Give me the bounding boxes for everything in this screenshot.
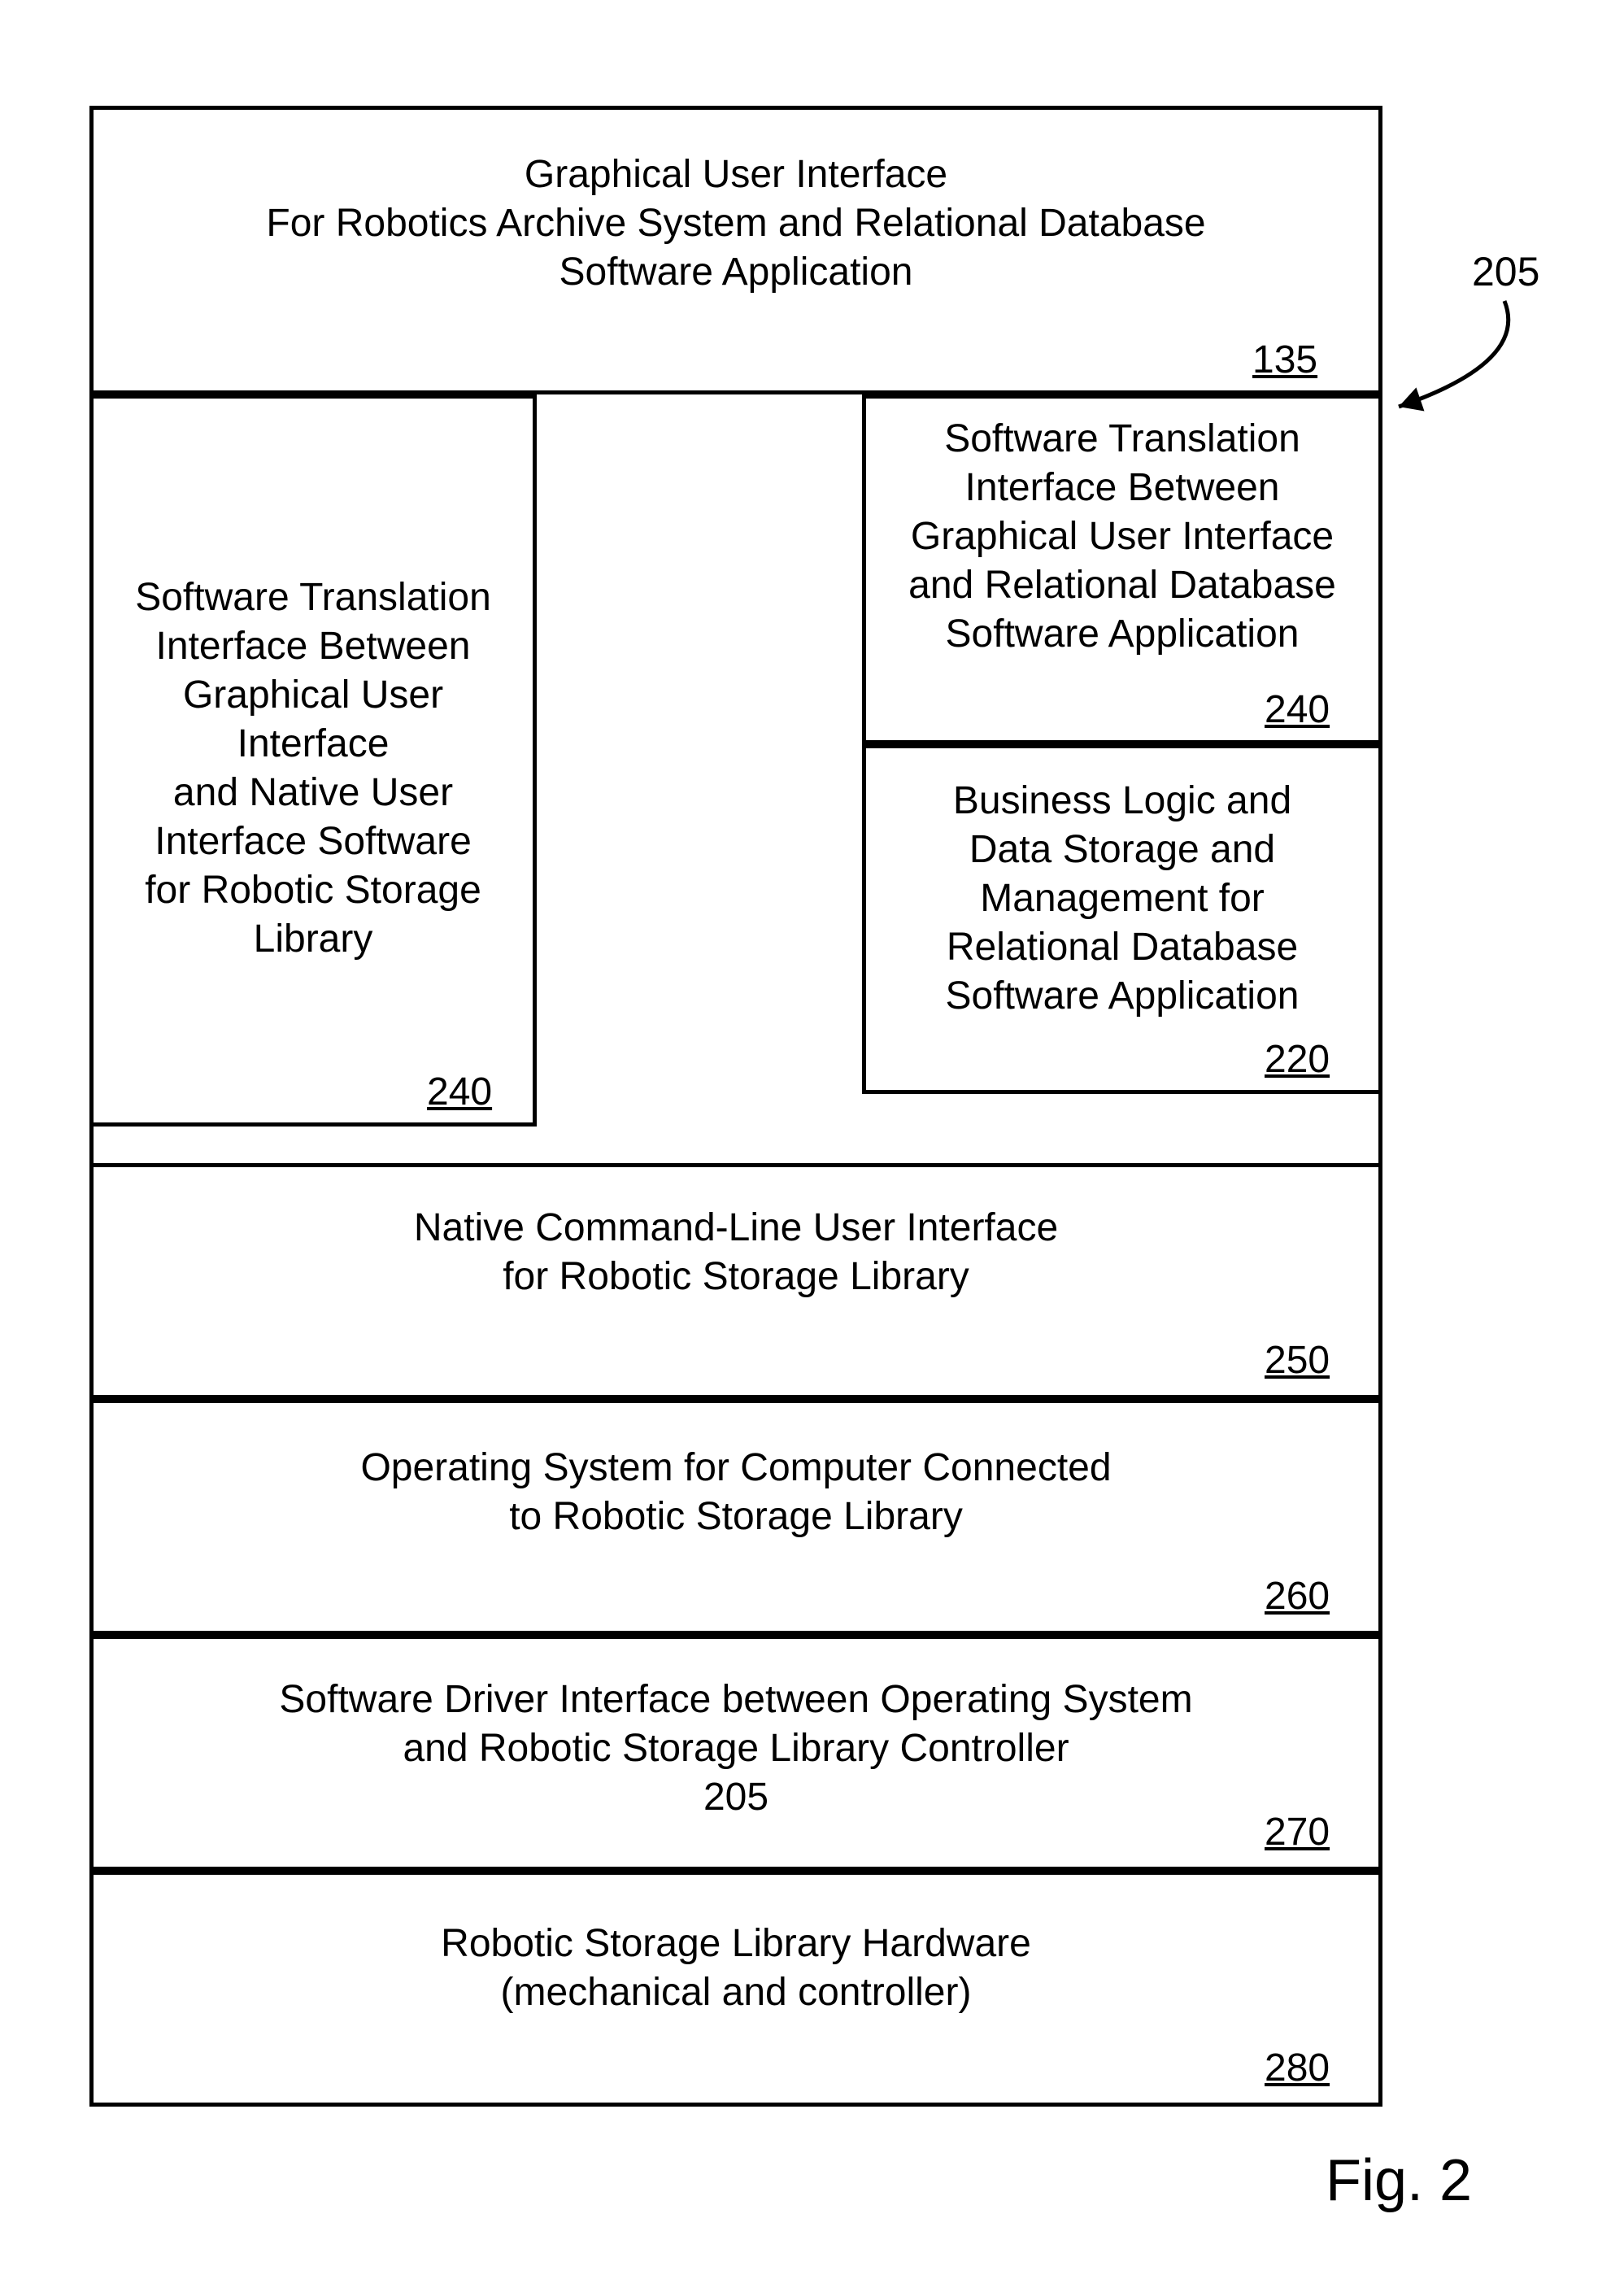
box-right-top-translation-text: Software TranslationInterface BetweenGra… (878, 415, 1366, 659)
box-os-layer-ref: 260 (1265, 1574, 1330, 1619)
box-gui-text: Graphical User InterfaceFor Robotics Arc… (211, 150, 1260, 297)
box-os-layer-text: Operating System for Computer Connectedt… (211, 1444, 1260, 1541)
box-right-top-translation-ref: 240 (1265, 687, 1330, 732)
callout-205-arrow (1350, 252, 1553, 455)
box-native-cli-text: Native Command-Line User Interfacefor Ro… (211, 1204, 1260, 1301)
box-driver-layer-text: Software Driver Interface between Operat… (211, 1676, 1260, 1822)
box-hardware-layer-text: Robotic Storage Library Hardware(mechani… (211, 1920, 1260, 2017)
box-right-bottom-business-text: Business Logic andData Storage andManage… (878, 777, 1366, 1021)
box-driver-layer-ref: 270 (1265, 1810, 1330, 1854)
diagram-canvas: Graphical User InterfaceFor Robotics Arc… (0, 0, 1624, 2288)
box-left-translation-ref: 240 (427, 1070, 492, 1114)
box-hardware-layer-ref: 280 (1265, 2046, 1330, 2090)
box-left-translation-text: Software TranslationInterface BetweenGra… (106, 573, 520, 964)
box-native-cli-ref: 250 (1265, 1338, 1330, 1383)
box-right-bottom-business-ref: 220 (1265, 1037, 1330, 1082)
figure-label: Fig. 2 (1326, 2147, 1472, 2214)
box-gui-ref: 135 (1252, 338, 1317, 382)
